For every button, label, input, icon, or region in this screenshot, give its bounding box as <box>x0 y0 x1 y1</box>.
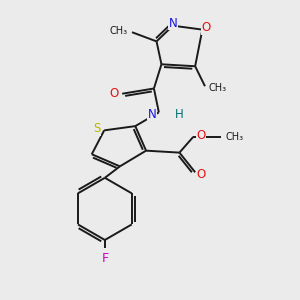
Text: N: N <box>148 107 156 121</box>
Text: S: S <box>93 122 100 135</box>
Text: O: O <box>202 22 211 34</box>
Text: CH₃: CH₃ <box>209 83 227 93</box>
Text: CH₃: CH₃ <box>225 132 243 142</box>
Text: F: F <box>101 252 108 266</box>
Text: O: O <box>110 87 119 100</box>
Text: CH₃: CH₃ <box>110 26 128 36</box>
Text: N: N <box>169 16 177 30</box>
Text: O: O <box>197 168 206 182</box>
Text: O: O <box>196 129 206 142</box>
Text: H: H <box>175 107 183 121</box>
